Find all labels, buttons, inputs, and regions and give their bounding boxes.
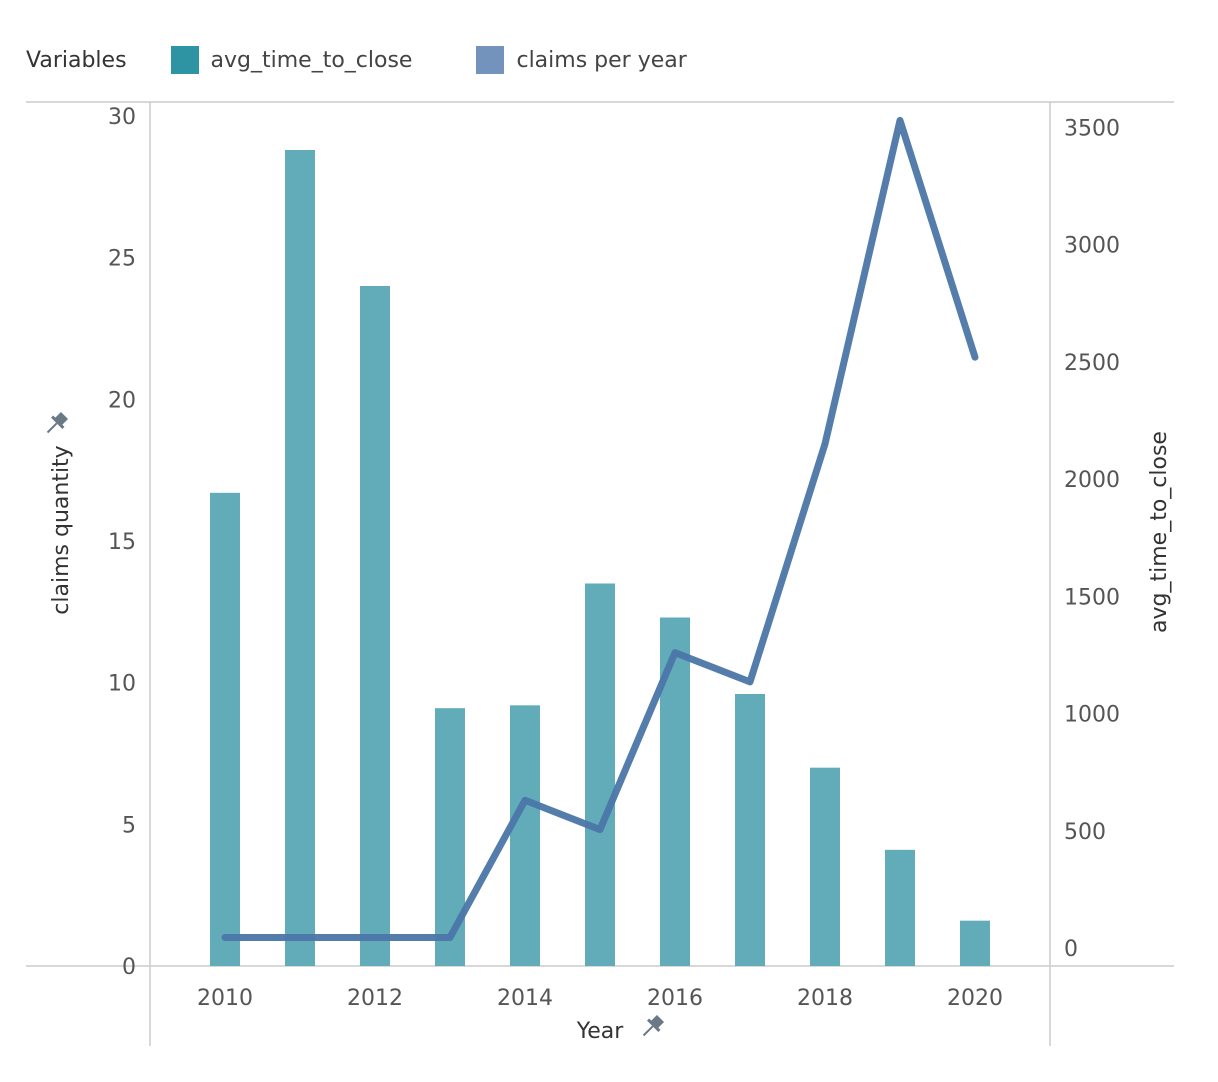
legend-label-claims: claims per year xyxy=(516,47,687,73)
bar-2014 xyxy=(510,705,540,966)
line-series xyxy=(221,116,979,941)
x-axis-title: Year xyxy=(576,1019,625,1044)
x-axis-pin-icon xyxy=(642,1014,665,1037)
x-tick-2018: 2018 xyxy=(797,986,853,1011)
legend-item-avg-time[interactable]: avg_time_to_close xyxy=(170,46,413,74)
bar-2011 xyxy=(285,150,315,966)
line-point-2019 xyxy=(899,119,901,122)
y-left-tick-20: 20 xyxy=(108,388,136,413)
legend-label-avg-time: avg_time_to_close xyxy=(210,47,413,73)
legend: Variables avg_time_to_close claims per y… xyxy=(26,44,751,76)
x-tick-2012: 2012 xyxy=(347,986,403,1011)
line-point-2010 xyxy=(224,936,226,939)
legend-item-claims[interactable]: claims per year xyxy=(476,46,687,74)
bar-2020 xyxy=(960,920,990,966)
y-right-tick-3500: 3500 xyxy=(1064,116,1120,141)
bar-2010 xyxy=(210,492,240,966)
y-axis-pin-icon-collar xyxy=(51,415,65,429)
bar-2012 xyxy=(360,286,390,966)
bar-2017 xyxy=(735,694,765,966)
y-left-tick-25: 25 xyxy=(108,247,136,272)
x-axis-pin-icon-needle xyxy=(642,1025,654,1037)
line-point-2015 xyxy=(599,828,601,831)
y-right-tick-2500: 2500 xyxy=(1064,351,1120,376)
line-point-2020 xyxy=(974,356,976,359)
legend-swatch-claims xyxy=(476,46,505,74)
y-left-tick-15: 15 xyxy=(108,530,136,555)
y-left-tick-0: 0 xyxy=(122,955,136,980)
x-axis-pin-icon-collar xyxy=(647,1018,661,1032)
y-right-tick-1000: 1000 xyxy=(1064,703,1120,728)
legend-swatch-avg-time xyxy=(170,46,199,74)
x-tick-2014: 2014 xyxy=(497,986,553,1011)
x-tick-2010: 2010 xyxy=(197,986,253,1011)
bar-2015 xyxy=(585,583,615,966)
y-right-axis-title: avg_time_to_close xyxy=(1147,431,1172,633)
bar-2018 xyxy=(810,767,840,966)
y-left-tick-30: 30 xyxy=(108,105,136,130)
line-point-2011 xyxy=(299,936,301,939)
axes: 0 5 10 15 20 25 30 0 500 1000 1500 2000 2500 3000 3500… xyxy=(46,105,1172,1044)
line-point-2013 xyxy=(449,936,451,939)
x-tick-2020: 2020 xyxy=(947,986,1003,1011)
bar-2013 xyxy=(435,708,465,966)
line-point-2014 xyxy=(524,799,526,802)
line-point-2017 xyxy=(749,680,751,683)
x-tick-2016: 2016 xyxy=(647,986,703,1011)
x-axis-pin-icon-head xyxy=(650,1014,665,1029)
legend-title: Variables xyxy=(26,47,127,73)
y-left-tick-10: 10 xyxy=(108,672,136,697)
line-point-2018 xyxy=(824,442,826,445)
y-axis-pin-icon-head xyxy=(54,411,69,426)
line-point-2016 xyxy=(674,651,676,654)
y-right-tick-3000: 3000 xyxy=(1064,234,1120,259)
y-axis-pin-icon xyxy=(46,411,69,434)
y-left-axis-title: claims quantity xyxy=(49,445,74,614)
bar-2019 xyxy=(885,849,915,966)
y-axis-pin-icon-needle xyxy=(46,422,58,434)
y-left-tick-5: 5 xyxy=(122,813,136,838)
y-right-tick-500: 500 xyxy=(1064,820,1106,845)
y-right-tick-1500: 1500 xyxy=(1064,585,1120,610)
line-point-2012 xyxy=(374,936,376,939)
bar-series xyxy=(210,150,990,966)
y-right-tick-2000: 2000 xyxy=(1064,468,1120,493)
y-right-tick-0: 0 xyxy=(1064,937,1078,962)
